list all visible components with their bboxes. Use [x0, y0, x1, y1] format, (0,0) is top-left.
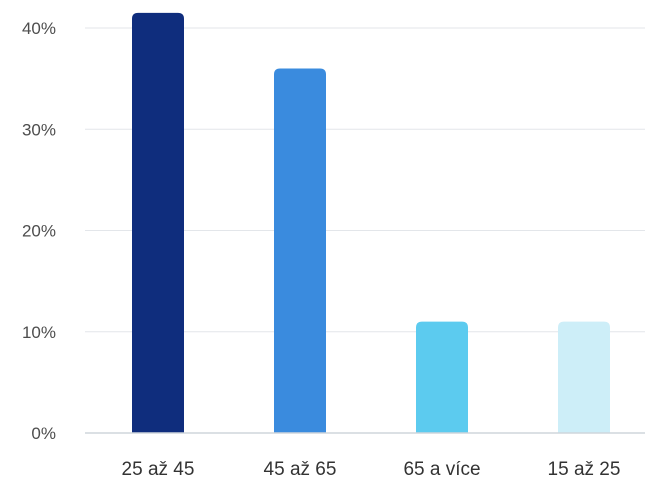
y-tick-label: 0%: [31, 424, 56, 443]
x-tick-label: 25 až 45: [122, 459, 195, 480]
y-tick-label: 20%: [22, 222, 56, 241]
x-tick-label: 45 až 65: [264, 459, 337, 480]
bar: [274, 68, 326, 433]
x-tick-label: 65 a více: [403, 459, 480, 480]
x-axis-labels: 25 až 45 45 až 65 65 a více 15 až 25: [122, 459, 621, 480]
bar: [558, 321, 610, 433]
y-tick-label: 30%: [22, 120, 56, 139]
bar: [132, 12, 184, 433]
y-axis-ticks: 0% 10% 20% 30% 40%: [22, 19, 56, 443]
x-tick-label: 15 až 25: [548, 459, 621, 480]
y-tick-label: 10%: [22, 323, 56, 342]
y-tick-label: 40%: [22, 19, 56, 38]
bar: [416, 321, 468, 433]
bars: [132, 12, 610, 433]
